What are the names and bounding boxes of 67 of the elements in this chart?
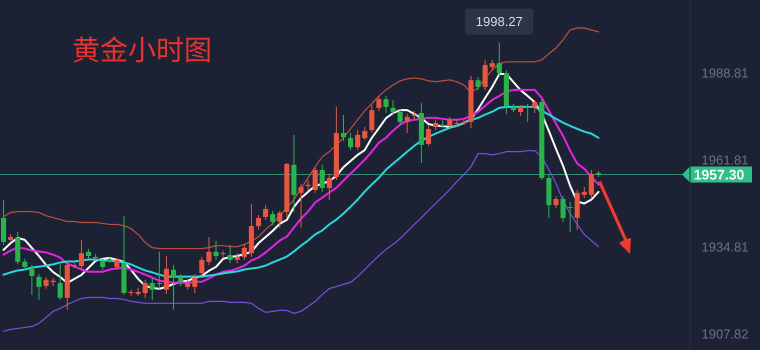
- candlestick: [320, 164, 325, 192]
- candlestick: [376, 95, 382, 112]
- candlestick: [298, 183, 304, 228]
- candlestick: [256, 214, 262, 230]
- candlestick: [270, 210, 276, 226]
- candlestick: [433, 120, 438, 131]
- y-tick-label: 1988.81: [702, 66, 748, 81]
- candlestick: [22, 258, 28, 270]
- candlestick: [242, 244, 247, 260]
- candlestick: [383, 95, 389, 114]
- candlestick: [36, 274, 42, 300]
- candlestick: [150, 277, 155, 300]
- candlestick: [228, 244, 233, 264]
- candlestick: [390, 100, 396, 114]
- candlestick: [263, 204, 268, 220]
- candlestick: [518, 104, 524, 116]
- candlestick: [78, 239, 84, 270]
- candlestick: [426, 124, 432, 146]
- candlestick: [553, 196, 559, 209]
- candlestick: [532, 100, 538, 114]
- candlestick: [340, 114, 346, 142]
- candlestick: [213, 240, 219, 260]
- annotation: 1998.27: [465, 8, 534, 35]
- candlestick: [476, 76, 481, 91]
- candlestick: [164, 255, 169, 294]
- candlestick: [369, 104, 374, 134]
- candlestick: [277, 210, 282, 228]
- annotation: 1998.27: [476, 14, 523, 30]
- y-tick-label: 1934.81: [702, 239, 748, 254]
- candlestick: [170, 264, 176, 310]
- candlestick: [199, 256, 204, 276]
- candlestick: [447, 116, 452, 129]
- candlestick: [454, 118, 460, 128]
- candlestick: [404, 113, 410, 134]
- candlestick: [312, 166, 318, 194]
- candlestick: [15, 231, 20, 265]
- title: 黄金小时图: [72, 29, 212, 69]
- candlestick: [496, 42, 502, 78]
- candlestick: [43, 276, 49, 290]
- candlestick: [206, 236, 212, 266]
- candlestick: [588, 170, 594, 199]
- candlestick: [355, 130, 360, 151]
- ref-line-label: 1957.30: [694, 166, 745, 183]
- candlestick: [185, 279, 190, 290]
- candlestick: [560, 196, 566, 222]
- candlestick: [482, 59, 488, 91]
- candlestick: [100, 258, 106, 270]
- candlestick: [178, 274, 184, 286]
- ref-label: 1957.30: [682, 166, 752, 183]
- candlestick: [114, 257, 120, 270]
- candlestick: [234, 252, 240, 264]
- candlestick: [86, 248, 92, 260]
- candlestick: [362, 126, 368, 141]
- y-tick-label: 1961.81: [702, 152, 748, 168]
- candlestick: [0, 199, 6, 246]
- candlestick: [398, 108, 403, 126]
- candlestick: [142, 279, 148, 298]
- candlestick: [525, 104, 530, 123]
- candlestick: [156, 251, 162, 290]
- candlestick: [348, 132, 354, 151]
- candlestick: [58, 261, 63, 300]
- candlestick: [490, 59, 495, 71]
- candlestick: [192, 274, 198, 294]
- candlestick: [568, 201, 573, 232]
- candlestick: [326, 173, 332, 200]
- y-tick-label: 1907.82: [702, 326, 748, 342]
- candlestick: [29, 264, 34, 296]
